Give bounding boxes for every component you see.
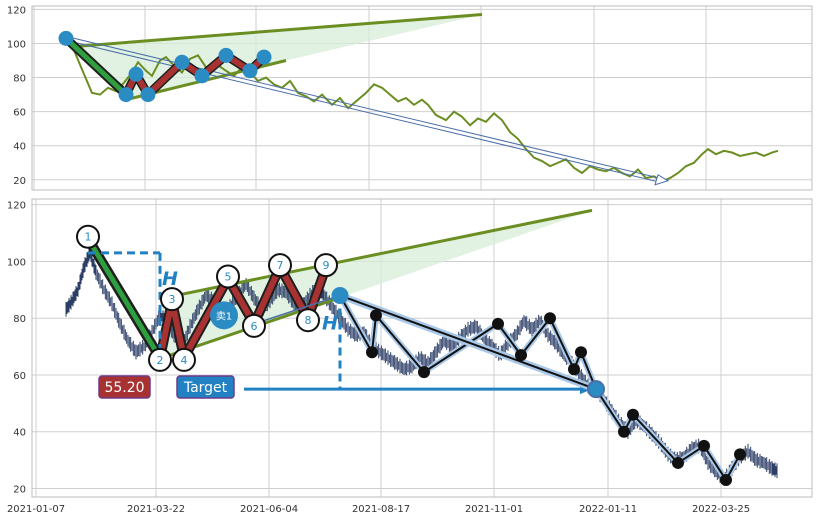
bottom-sell-label: 卖1 [216,310,232,322]
bottom-y-tick-label: 120 [7,201,26,212]
bottom-pattern-point-label: 8 [305,314,312,327]
bottom-pattern-point-label: 7 [277,259,284,272]
bottom-x-tick-label: 2021-03-22 [127,504,185,515]
bottom-h-label-1: H [162,268,178,290]
top-arrow-line-b [65,39,659,183]
bottom-pattern-point-label: 1 [85,231,92,244]
bottom-connector [253,294,341,325]
top-y-tick-label: 120 [7,5,26,16]
bottom-x-ticks: 2021-01-07 2021-03-22 2021-06-04 2021-08-17… [7,504,750,515]
bottom-breakdown-line [339,294,597,391]
bottom-pattern-point-label: 6 [251,320,258,333]
bottom-trend-point [515,349,527,362]
top-marks [58,13,779,186]
bottom-trend-point [575,346,587,359]
bottom-pattern-point-circle [268,253,292,278]
bottom-pattern-point-circle [148,347,172,372]
top-pattern-point [174,54,190,70]
bottom-pattern-point-label: 4 [181,354,188,367]
bottom-target-box-label: Target [183,380,228,396]
bottom-trend-point [366,346,378,359]
top-frame [31,5,813,191]
top-arrow-head [654,174,670,186]
bottom-pattern-point-circle [296,308,320,333]
bottom-value-box [98,375,151,399]
top-y-ticks: 20 40 60 80 100 120 [7,5,26,186]
top-pattern-point [128,66,144,82]
bottom-breakout-point [331,286,349,304]
bottom-x-tick-label: 2021-11-01 [465,504,523,515]
top-y-tick-label: 60 [13,108,26,119]
bottom-x-tick-label: 2021-08-17 [352,504,410,515]
bottom-y-ticks: 20 40 60 80 100 120 [7,201,26,496]
bottom-y-tick-label: 60 [13,371,26,382]
bottom-pattern-point-circle [242,313,266,338]
top-y-tick-label: 40 [13,142,26,153]
bottom-pattern-point-label: 5 [225,270,232,283]
bottom-y-tick-label: 100 [7,257,26,268]
top-pattern-point [194,68,210,84]
bottom-pattern-green [85,237,163,360]
top-y-tick-label: 80 [13,74,26,85]
top-y-tick-label: 100 [7,39,26,50]
bottom-grid [32,199,812,497]
bottom-trend-point [672,456,684,469]
top-arrow-line-a [65,35,659,179]
bottom-x-tick-label: 2021-01-07 [7,504,65,515]
bottom-pattern-point-circle [314,253,338,278]
bottom-h-label-2: H [322,312,338,334]
bottom-pattern-point-label: 3 [169,293,176,306]
bottom-trend-point [492,317,504,330]
bottom-trend-point [698,439,710,452]
bottom-trend-point [568,363,580,376]
top-pattern-point [118,87,134,103]
bottom-pattern-point-label: 9 [323,259,330,272]
bottom-trend-line [339,295,741,481]
bottom-trend-point [734,448,746,461]
bottom-trend-point [627,408,639,421]
top-plot-area [32,6,812,190]
top-triangle-upper-line [69,13,483,49]
bottom-trend-point [418,366,430,379]
bottom-trend-point [370,309,382,322]
top-pattern-green [64,36,128,97]
top-panel: 20 40 60 80 100 120 [7,5,813,191]
top-pattern-point [242,63,258,79]
bottom-sell-point [210,301,238,330]
bottom-x-tick-label: 2022-03-25 [692,504,750,515]
bottom-target-point [587,380,605,399]
bottom-pattern-point-circle [76,224,100,249]
bottom-trend-point [720,473,732,486]
bottom-x-tick-label: 2021-06-04 [240,504,298,515]
bottom-x-tick-label: 2022-01-11 [579,504,637,515]
bottom-trend-point [544,312,556,325]
top-pattern-point [256,49,272,65]
bottom-y-tick-label: 80 [13,314,26,325]
bottom-pattern-point-circle [216,264,240,289]
top-pattern-point [218,47,234,63]
bottom-target-box [176,375,235,399]
bottom-pattern-point-circle [172,347,196,372]
bottom-marks: 1 2 3 4 5 6 7 8 9 卖1 H H 55.20 Target [65,208,778,486]
bottom-y-tick-label: 40 [13,428,26,439]
bottom-value-box-label: 55.20 [104,380,144,396]
top-pattern-point [140,87,156,103]
bottom-pattern-point-circle [160,287,184,312]
top-pattern-point [58,30,74,46]
bottom-frame [31,198,813,498]
bottom-y-tick-label: 20 [13,484,26,495]
top-triangle-fill [70,14,482,100]
bottom-pattern-point-label: 2 [157,354,164,367]
bottom-trend-point [618,425,630,438]
top-y-tick-label: 20 [13,176,26,187]
